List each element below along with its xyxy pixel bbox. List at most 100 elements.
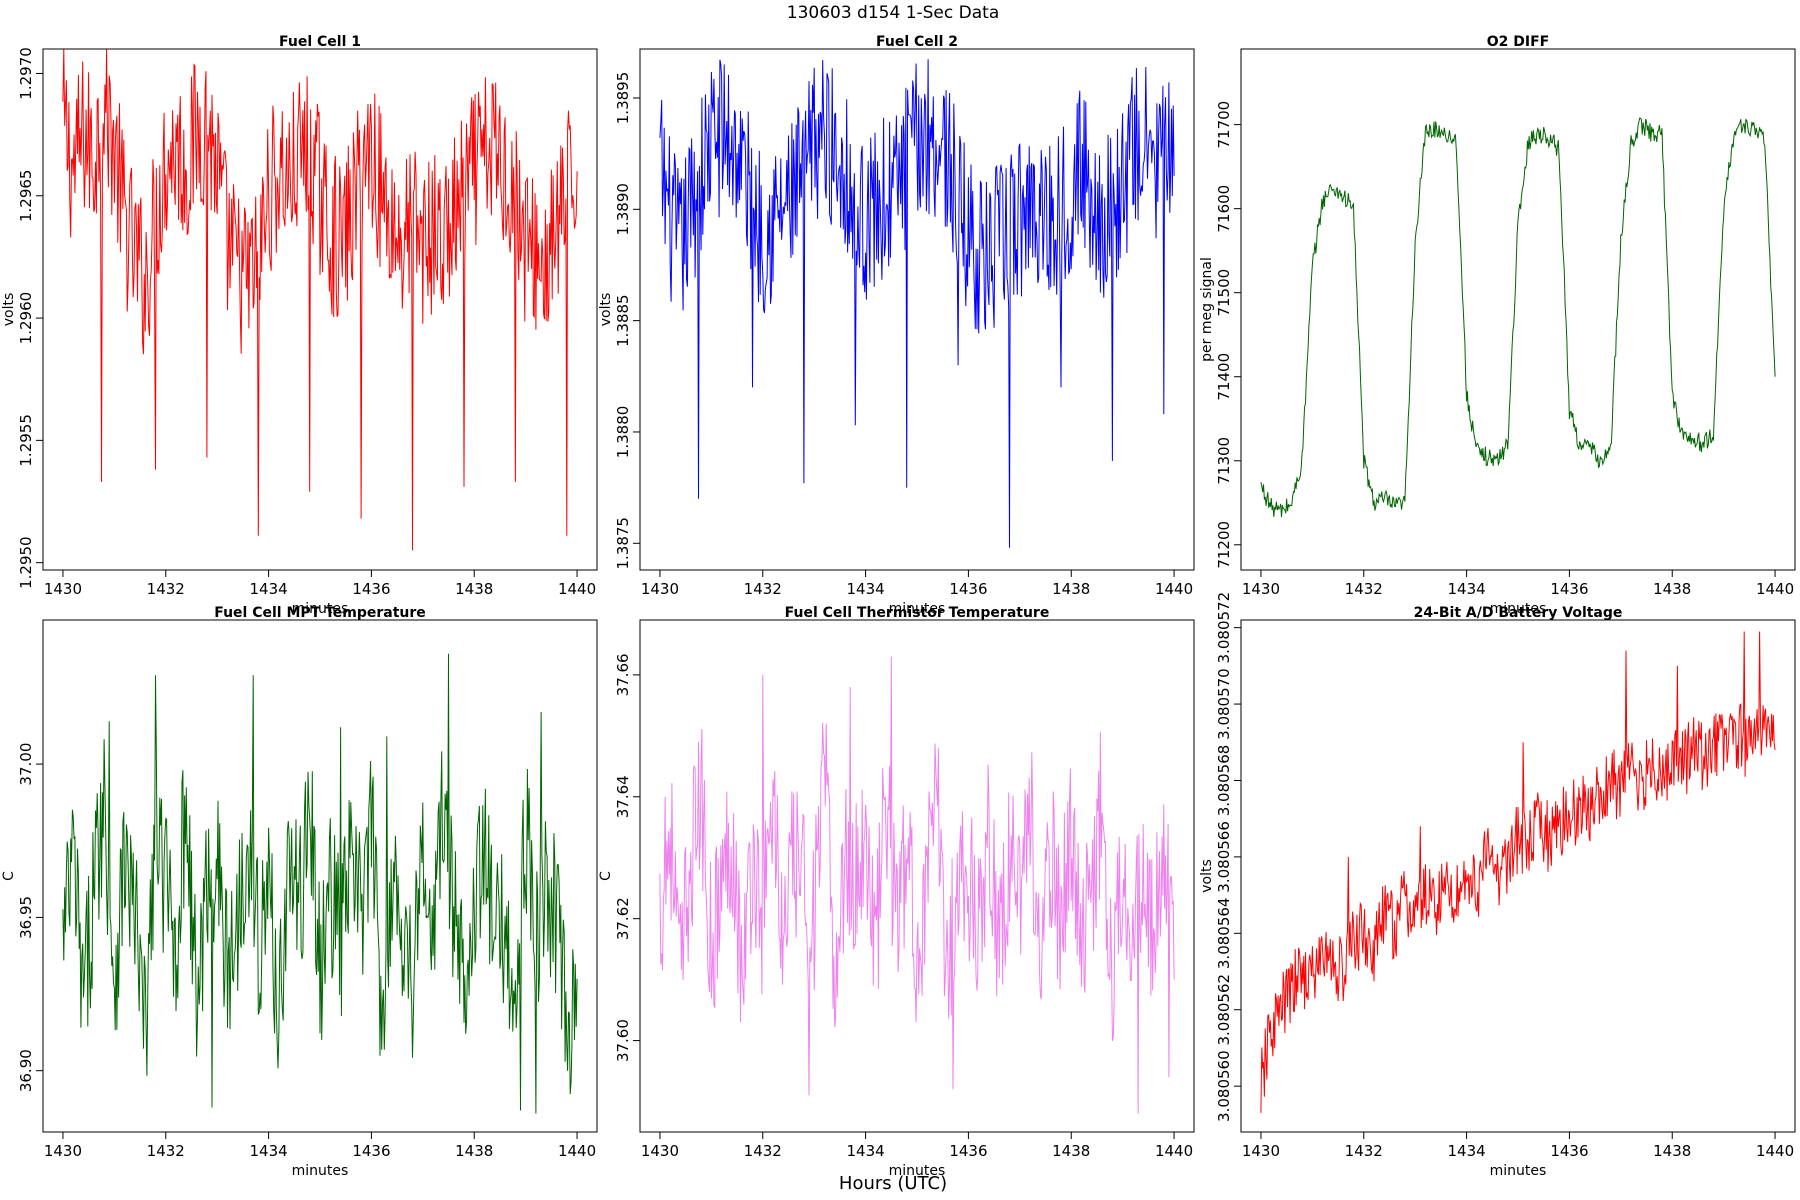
- y-tick-label: 1.3875: [614, 517, 632, 570]
- x-tick-label: 1434: [846, 580, 884, 598]
- x-tick-label: 1438: [455, 1142, 493, 1160]
- x-tick-label: 1430: [641, 580, 679, 598]
- x-tick-label: 1432: [744, 1142, 782, 1160]
- x-tick-label: 1436: [1550, 1142, 1588, 1160]
- panels-container: Fuel Cell 1 1430 1432 1434 1436 1438 1440 1.295…: [1, 34, 1796, 1179]
- x-axis-label: minutes: [889, 1163, 946, 1179]
- chart-panel-4: Fuel Cell MPT Temperature 1430 1432 1434 143…: [1, 605, 598, 1179]
- x-tick-label: 1434: [249, 580, 287, 598]
- y-tick-label: 3.080572: [1215, 592, 1233, 664]
- plot-frame: [1240, 619, 1796, 1133]
- y-tick-label: 1.2950: [17, 536, 35, 589]
- x-tick-label: 1438: [1653, 1142, 1691, 1160]
- y-tick-label: 71700: [1215, 101, 1233, 149]
- x-tick-label: 1438: [1052, 1142, 1090, 1160]
- x-axis-label: minutes: [1490, 1163, 1547, 1179]
- y-tick-label: 3.080564: [1215, 898, 1233, 970]
- x-axis-label: minutes: [889, 601, 946, 617]
- x-axis-label: minutes: [292, 1163, 349, 1179]
- series-line: [62, 48, 578, 551]
- y-tick-label: 71600: [1215, 185, 1233, 233]
- x-axis-label: minutes: [1490, 601, 1547, 617]
- chart-panel-6: 24-Bit A/D Battery Voltage 1430 1432 1434 14…: [1199, 592, 1796, 1179]
- x-tick-label: 1440: [1756, 580, 1794, 598]
- x-tick-label: 1440: [558, 580, 596, 598]
- plot-frame: [1240, 48, 1796, 571]
- y-tick-label: 3.080570: [1215, 668, 1233, 740]
- y-tick-label: 3.080568: [1215, 745, 1233, 817]
- y-tick-label: 1.2955: [17, 414, 35, 467]
- chart-title: Fuel Cell MPT Temperature: [214, 605, 426, 621]
- x-tick-label: 1430: [44, 580, 82, 598]
- y-tick-label: 1.2965: [17, 170, 35, 223]
- x-tick-label: 1430: [1242, 1142, 1280, 1160]
- x-tick-label: 1436: [949, 580, 987, 598]
- y-tick-label: 71200: [1215, 521, 1233, 569]
- x-tick-label: 1440: [558, 1142, 596, 1160]
- chart-panel-5: Fuel Cell Thermistor Temperature 1430 1432…: [598, 605, 1195, 1179]
- x-tick-label: 1430: [1242, 580, 1280, 598]
- y-tick-label: 36.95: [17, 896, 35, 939]
- x-tick-label: 1434: [249, 1142, 287, 1160]
- chart-title: Fuel Cell 2: [876, 34, 958, 50]
- x-tick-label: 1432: [1345, 580, 1383, 598]
- y-axis-label: volts: [1, 293, 17, 327]
- y-tick-label: 37.66: [614, 653, 632, 696]
- y-tick-label: 36.90: [17, 1049, 35, 1092]
- x-tick-label: 1430: [44, 1142, 82, 1160]
- x-tick-label: 1440: [1756, 1142, 1794, 1160]
- y-tick-label: 71500: [1215, 269, 1233, 317]
- x-axis-label: minutes: [292, 601, 349, 617]
- y-tick-label: 1.2960: [17, 292, 35, 345]
- series-line: [659, 59, 1175, 548]
- x-tick-label: 1436: [352, 1142, 390, 1160]
- chart-title: O2 DIFF: [1487, 34, 1549, 50]
- figure-footer-label: Hours (UTC): [839, 1173, 947, 1194]
- y-tick-label: 3.080560: [1215, 1050, 1233, 1122]
- x-tick-label: 1440: [1155, 580, 1193, 598]
- plot-frame: [639, 619, 1195, 1133]
- x-tick-label: 1430: [641, 1142, 679, 1160]
- y-tick-label: 1.2970: [17, 47, 35, 100]
- figure-suptitle: 130603 d154 1-Sec Data: [787, 3, 999, 23]
- x-tick-label: 1436: [949, 1142, 987, 1160]
- y-tick-label: 1.3895: [614, 72, 632, 125]
- y-axis-label: per meg signal: [1199, 257, 1215, 362]
- y-tick-label: 71400: [1215, 353, 1233, 401]
- x-tick-label: 1434: [1447, 580, 1485, 598]
- chart-title: 24-Bit A/D Battery Voltage: [1414, 605, 1623, 621]
- chart-panel-1: Fuel Cell 1 1430 1432 1434 1436 1438 1440 1.295…: [1, 34, 598, 617]
- x-tick-label: 1438: [1653, 580, 1691, 598]
- plot-frame: [42, 48, 598, 571]
- x-tick-label: 1436: [1550, 580, 1588, 598]
- chart-title: Fuel Cell Thermistor Temperature: [785, 605, 1050, 621]
- x-tick-label: 1432: [147, 1142, 185, 1160]
- x-tick-label: 1432: [744, 580, 782, 598]
- x-tick-label: 1434: [1447, 1142, 1485, 1160]
- x-tick-label: 1438: [455, 580, 493, 598]
- series-line: [1260, 117, 1776, 518]
- plot-frame: [42, 619, 598, 1133]
- y-axis-label: C: [1, 871, 17, 881]
- series-line: [1260, 631, 1776, 1113]
- y-axis-label: volts: [1199, 859, 1215, 893]
- y-tick-label: 37.00: [17, 743, 35, 786]
- chart-title: Fuel Cell 1: [279, 34, 361, 50]
- y-axis-label: volts: [598, 293, 614, 327]
- x-tick-label: 1436: [352, 580, 390, 598]
- y-tick-label: 1.3890: [614, 183, 632, 236]
- y-tick-label: 1.3885: [614, 294, 632, 347]
- chart-panel-3: O2 DIFF 1430 1432 1434 1436 1438 1440 71200 7130…: [1199, 34, 1796, 617]
- y-tick-label: 1.3880: [614, 406, 632, 459]
- y-tick-label: 71300: [1215, 437, 1233, 485]
- x-tick-label: 1438: [1052, 580, 1090, 598]
- x-tick-label: 1434: [846, 1142, 884, 1160]
- y-tick-label: 3.080566: [1215, 821, 1233, 893]
- x-tick-label: 1440: [1155, 1142, 1193, 1160]
- x-tick-label: 1432: [147, 580, 185, 598]
- series-line: [659, 656, 1175, 1114]
- y-tick-label: 37.60: [614, 1019, 632, 1062]
- plot-frame: [639, 48, 1195, 571]
- y-tick-label: 3.080562: [1215, 974, 1233, 1046]
